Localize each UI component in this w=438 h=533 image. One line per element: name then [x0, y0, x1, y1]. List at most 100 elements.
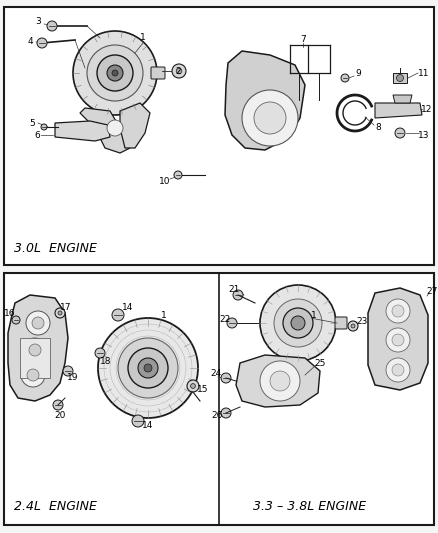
Circle shape: [395, 128, 405, 138]
FancyBboxPatch shape: [20, 338, 50, 378]
Polygon shape: [375, 103, 422, 118]
Circle shape: [41, 124, 47, 130]
Circle shape: [112, 309, 124, 321]
Circle shape: [55, 308, 65, 318]
Text: 12: 12: [421, 104, 433, 114]
Text: 20: 20: [54, 410, 66, 419]
Text: 3: 3: [35, 17, 41, 26]
Circle shape: [112, 70, 118, 76]
Polygon shape: [80, 108, 130, 153]
Polygon shape: [8, 295, 68, 401]
Circle shape: [392, 305, 404, 317]
Circle shape: [132, 415, 144, 427]
Circle shape: [386, 328, 410, 352]
Circle shape: [63, 366, 73, 376]
Circle shape: [37, 38, 47, 48]
Circle shape: [26, 311, 50, 335]
Circle shape: [254, 102, 286, 134]
Text: 24: 24: [210, 369, 222, 378]
Circle shape: [283, 308, 313, 338]
Text: 15: 15: [197, 385, 209, 394]
Text: 11: 11: [418, 69, 430, 77]
Circle shape: [392, 364, 404, 376]
Polygon shape: [368, 288, 428, 390]
Text: 3.3 – 3.8L ENGINE: 3.3 – 3.8L ENGINE: [254, 500, 367, 513]
Circle shape: [128, 348, 168, 388]
Circle shape: [138, 358, 158, 378]
Circle shape: [58, 311, 62, 315]
Circle shape: [95, 348, 105, 358]
FancyBboxPatch shape: [4, 273, 434, 525]
Polygon shape: [225, 51, 305, 150]
Circle shape: [29, 344, 41, 356]
Text: 2: 2: [175, 67, 181, 76]
Circle shape: [107, 65, 123, 81]
Text: 7: 7: [300, 35, 306, 44]
Text: 25: 25: [314, 359, 326, 367]
FancyBboxPatch shape: [151, 67, 165, 79]
Circle shape: [32, 317, 44, 329]
Polygon shape: [393, 95, 412, 103]
Circle shape: [274, 299, 322, 347]
Circle shape: [270, 371, 290, 391]
Circle shape: [242, 90, 298, 146]
Circle shape: [341, 74, 349, 82]
Text: 9: 9: [355, 69, 361, 77]
Circle shape: [191, 384, 195, 389]
Text: 17: 17: [60, 303, 72, 311]
Text: 21: 21: [228, 285, 240, 294]
Circle shape: [21, 363, 45, 387]
Circle shape: [27, 369, 39, 381]
Circle shape: [386, 358, 410, 382]
Text: 3.0L  ENGINE: 3.0L ENGINE: [14, 242, 97, 255]
Circle shape: [227, 318, 237, 328]
Circle shape: [348, 321, 358, 331]
Text: 1: 1: [161, 311, 167, 319]
Circle shape: [118, 338, 178, 398]
Circle shape: [392, 334, 404, 346]
Polygon shape: [55, 121, 110, 141]
Text: 2.4L  ENGINE: 2.4L ENGINE: [14, 500, 96, 513]
Circle shape: [87, 45, 143, 101]
Text: 4: 4: [27, 36, 33, 45]
Circle shape: [23, 338, 47, 362]
Text: 5: 5: [29, 118, 35, 127]
Circle shape: [53, 400, 63, 410]
Text: 19: 19: [67, 374, 79, 383]
Circle shape: [73, 31, 157, 115]
Circle shape: [260, 285, 336, 361]
Circle shape: [12, 316, 20, 324]
Text: 10: 10: [159, 176, 171, 185]
Text: 6: 6: [34, 132, 40, 141]
Polygon shape: [236, 355, 320, 407]
Text: 1: 1: [311, 311, 317, 319]
FancyBboxPatch shape: [335, 317, 347, 329]
Circle shape: [351, 324, 355, 328]
Circle shape: [221, 408, 231, 418]
Circle shape: [174, 171, 182, 179]
Circle shape: [291, 316, 305, 330]
Circle shape: [233, 290, 243, 300]
Circle shape: [260, 361, 300, 401]
Text: 22: 22: [219, 314, 231, 324]
Text: 27: 27: [426, 287, 438, 295]
Text: 14: 14: [142, 421, 154, 430]
Circle shape: [176, 68, 182, 74]
Text: 13: 13: [418, 132, 430, 141]
Circle shape: [221, 373, 231, 383]
Text: 1: 1: [140, 34, 146, 43]
FancyBboxPatch shape: [4, 7, 434, 265]
Circle shape: [172, 64, 186, 78]
Circle shape: [187, 380, 199, 392]
Circle shape: [98, 318, 198, 418]
Text: 18: 18: [100, 357, 112, 366]
Circle shape: [386, 299, 410, 323]
Circle shape: [107, 120, 123, 136]
FancyBboxPatch shape: [393, 73, 407, 83]
Text: 14: 14: [122, 303, 134, 312]
Circle shape: [144, 364, 152, 372]
Polygon shape: [120, 103, 150, 148]
Text: 8: 8: [375, 123, 381, 132]
Text: 23: 23: [356, 317, 367, 326]
Circle shape: [47, 21, 57, 31]
